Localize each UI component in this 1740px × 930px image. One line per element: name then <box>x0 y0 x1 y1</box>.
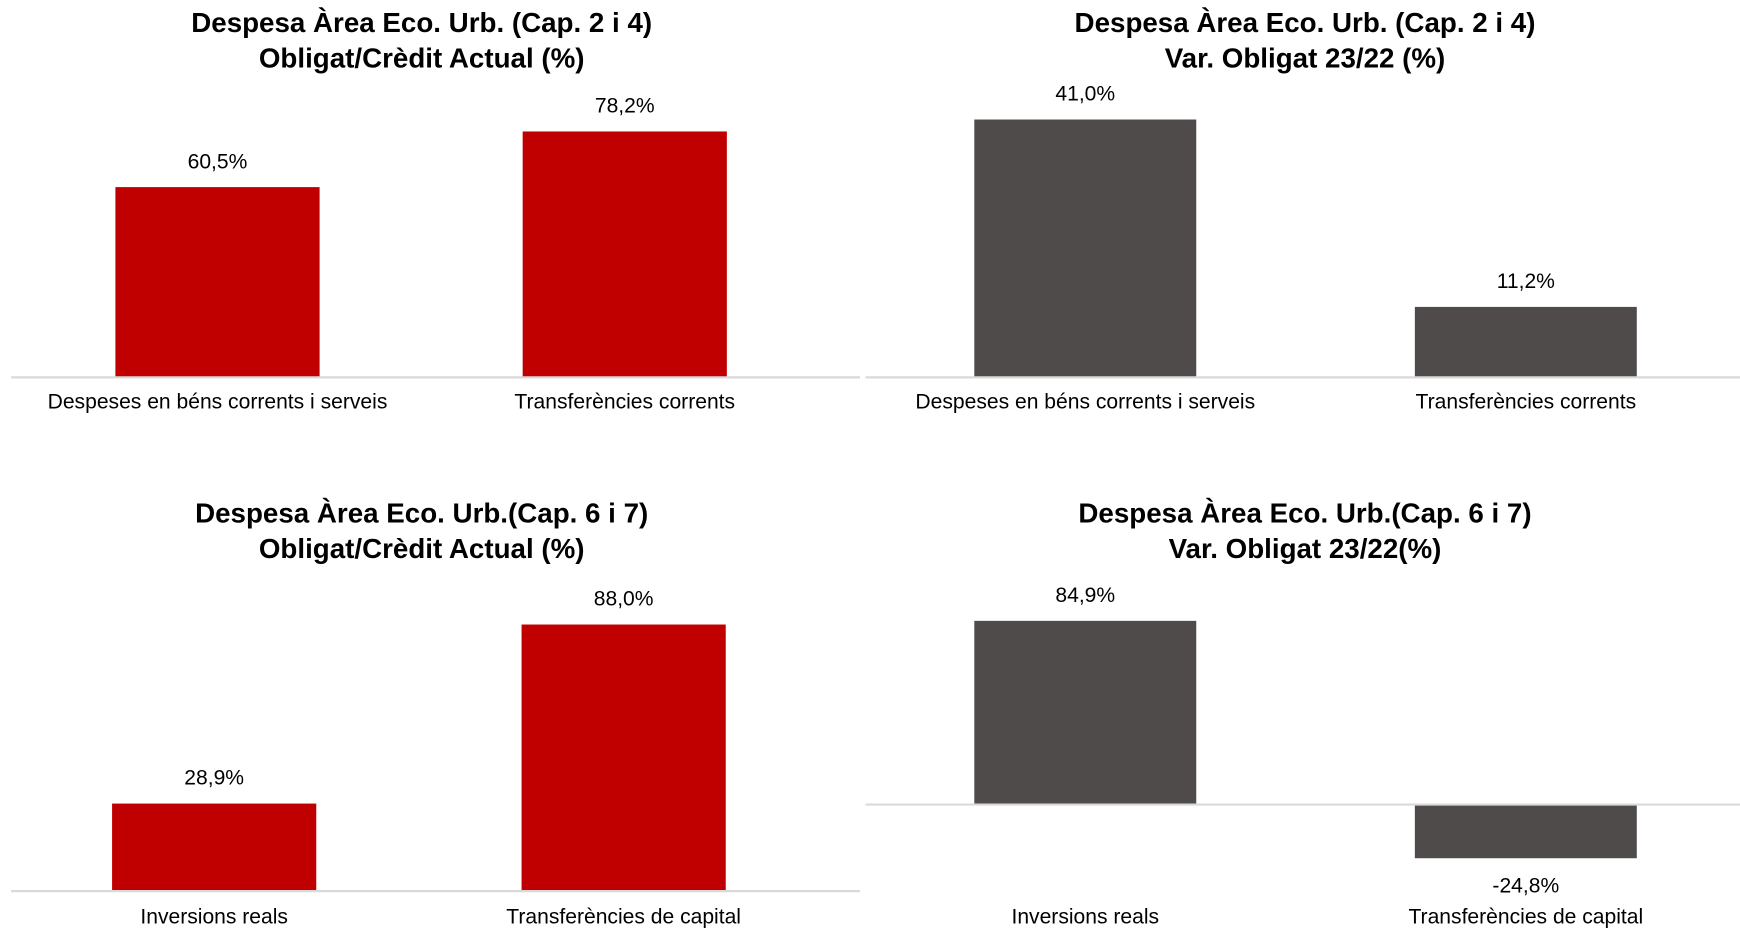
data-label: 28,9% <box>184 767 244 790</box>
bar <box>1414 306 1637 378</box>
x-tick-label: Transferències de capital <box>1408 905 1643 928</box>
x-tick-label: Transferències corrents <box>514 390 735 413</box>
x-tick-label: Inversions reals <box>140 905 288 928</box>
x-tick-label: Inversions reals <box>1011 905 1159 928</box>
bar <box>112 803 317 892</box>
data-label: 60,5% <box>188 150 248 173</box>
data-label: -24,8% <box>1492 875 1559 898</box>
bar <box>974 620 1197 805</box>
chart-title: Obligat/Crèdit Actual (%) <box>259 42 585 73</box>
bar <box>521 624 726 892</box>
x-tick-label: Transferències de capital <box>506 905 741 928</box>
chart-title: Despesa Àrea Eco. Urb.(Cap. 6 i 7) <box>195 497 648 528</box>
x-tick-label: Despeses en béns corrents i serveis <box>915 390 1255 413</box>
x-tick-label: Transferències corrents <box>1416 390 1637 413</box>
bar <box>115 187 320 378</box>
data-label: 84,9% <box>1055 584 1115 607</box>
chart-title: Obligat/Crèdit Actual (%) <box>259 533 585 564</box>
x-tick-label: Despeses en béns corrents i serveis <box>48 390 388 413</box>
chart-title: Despesa Àrea Eco. Urb.(Cap. 6 i 7) <box>1078 497 1531 528</box>
bar <box>522 131 727 378</box>
data-label: 88,0% <box>594 588 654 611</box>
chart-title: Var. Obligat 23/22(%) <box>1169 533 1442 564</box>
bar <box>974 119 1197 378</box>
chart-title: Var. Obligat 23/22 (%) <box>1165 42 1446 73</box>
bar <box>1414 804 1637 859</box>
data-label: 78,2% <box>595 95 655 118</box>
chart-title: Despesa Àrea Eco. Urb. (Cap. 2 i 4) <box>1075 7 1536 38</box>
data-label: 11,2% <box>1497 270 1555 293</box>
data-label: 41,0% <box>1055 83 1115 106</box>
chart-title: Despesa Àrea Eco. Urb. (Cap. 2 i 4) <box>191 7 652 38</box>
